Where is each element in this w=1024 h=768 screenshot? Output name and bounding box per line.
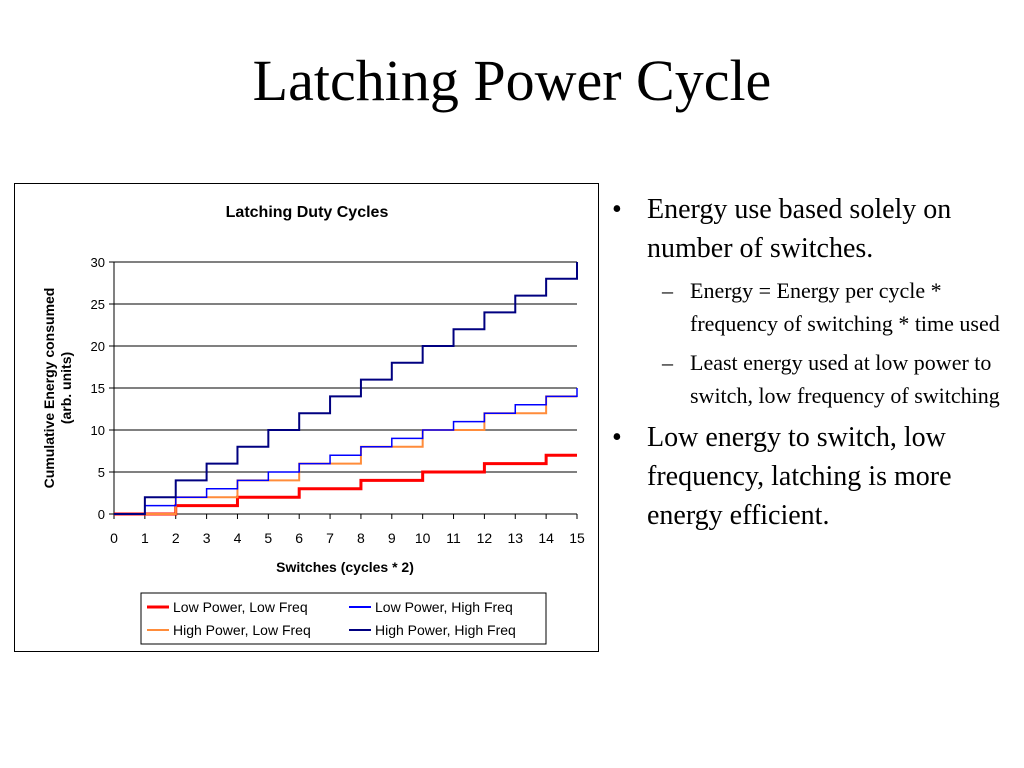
bullet-list: • Energy use based solely on number of sw… [612,190,1017,541]
x-tick-label: 15 [569,530,585,546]
sub-bullet-text: Least energy used at low power to switch… [690,350,1000,408]
sub-bullet-marker: – [662,350,673,375]
y-tick-label: 0 [98,507,105,522]
series-low-power-low-freq-line [114,453,577,516]
x-tick-label: 2 [172,530,180,546]
y-axis-label: Cumulative Energy consumed(arb. units) [41,288,74,489]
x-tick-label: 8 [357,530,365,546]
y-tick-label: 10 [91,423,105,438]
bullet-text: Energy use based solely on number of swi… [647,194,952,264]
bullet-text: Low energy to switch, low frequency, lat… [647,422,952,531]
sub-bullet-item: – Least energy used at low power to switc… [612,346,1017,412]
legend-label: High Power, High Freq [375,622,516,638]
x-tick-label: 11 [446,530,461,546]
bullet-item: • Low energy to switch, low frequency, la… [612,418,1017,535]
y-tick-label: 5 [98,465,105,480]
legend-box [140,592,547,645]
y-axis-label-text: Cumulative Energy consumed(arb. units) [41,288,74,489]
y-tick-label: 15 [91,381,105,396]
x-tick-label: 14 [538,530,554,546]
legend: Low Power, Low Freq Low Power, High Freq H… [140,592,547,645]
y-tick-label: 25 [91,297,105,312]
x-tick-label: 13 [507,530,523,546]
x-tick-label: 4 [234,530,242,546]
sub-bullet-marker: – [662,278,673,303]
legend-label: Low Power, High Freq [375,599,513,615]
bullet-marker: • [612,422,622,453]
y-tick-label: 30 [91,255,105,270]
bullet-item: • Energy use based solely on number of sw… [612,190,1017,268]
bullet-marker: • [612,194,622,225]
x-axis-label: Switches (cycles * 2) [276,559,414,575]
x-tick-label: 3 [203,530,211,546]
series-low-power-high-freq-line [114,388,578,515]
x-tick-label: 7 [326,530,334,546]
y-tick-label: 20 [91,339,105,354]
chart-area: Latching Duty Cycles 0 5 10 15 20 25 30 0 1 2 3 4 5 6… [14,183,599,652]
slide-title: Latching Power Cycle [252,48,772,113]
sub-bullet-text: Energy = Energy per cycle * frequency of… [690,278,1000,336]
series-high-power-high-freq-line [114,262,578,515]
sub-bullet-item: – Energy = Energy per cycle * frequency o… [612,274,1017,340]
x-tick-label: 1 [141,530,149,546]
x-tick-label: 6 [295,530,303,546]
x-tick-label: 10 [415,530,431,546]
x-tick-label: 12 [477,530,493,546]
x-tick-label: 9 [388,530,396,546]
legend-label: Low Power, Low Freq [173,599,308,615]
x-tick-label: 0 [110,530,118,546]
x-tick-label: 5 [264,530,272,546]
legend-label: High Power, Low Freq [173,622,311,638]
chart-title: Latching Duty Cycles [226,204,389,221]
